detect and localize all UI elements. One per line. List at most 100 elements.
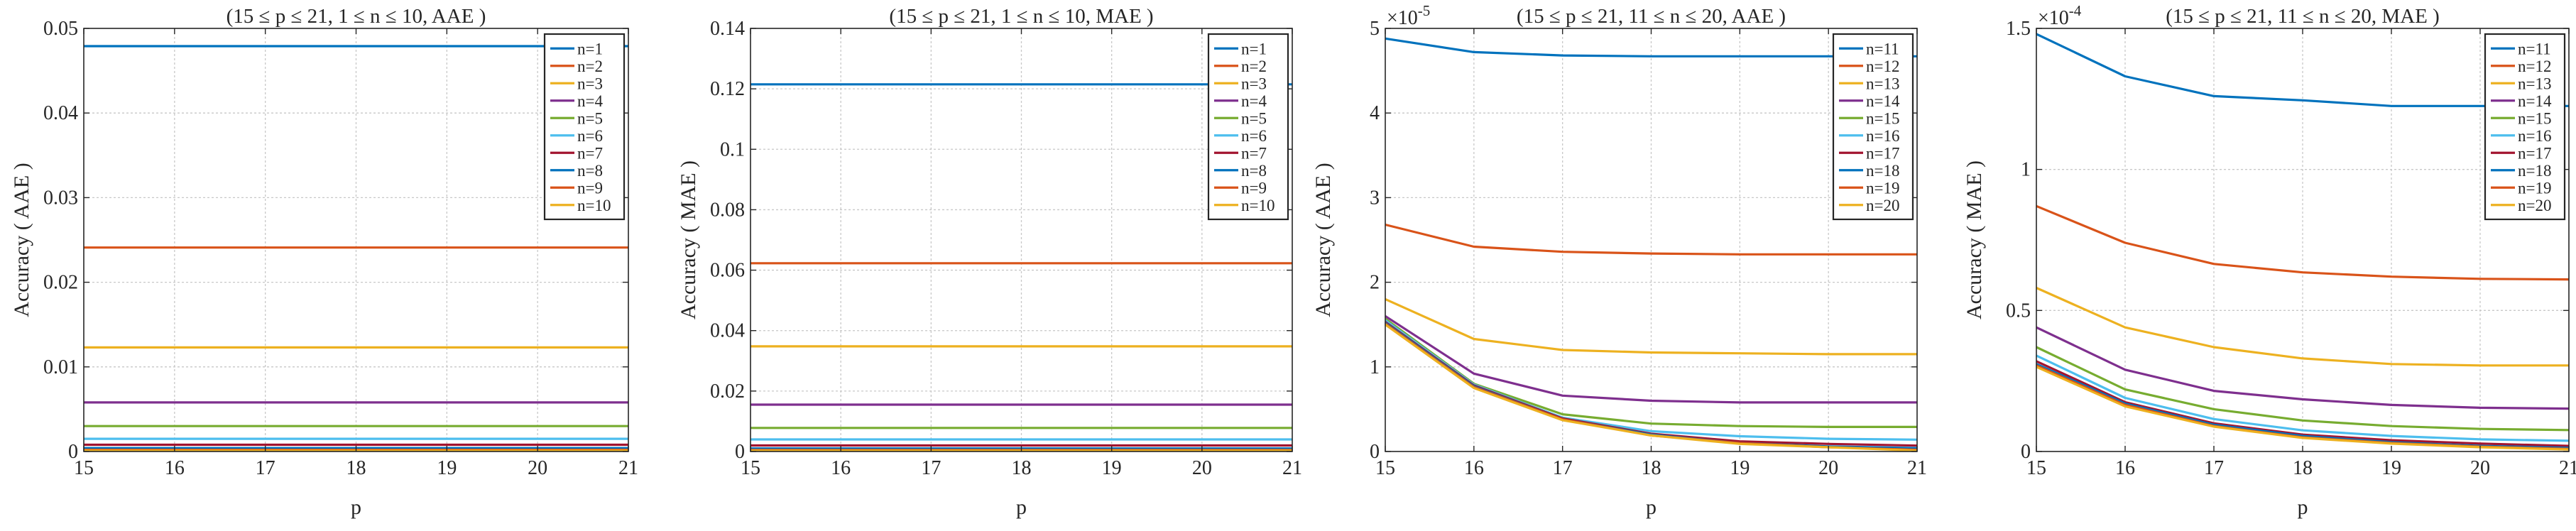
x-tick-label: 20 <box>1192 457 1212 479</box>
legend-label: n=20 <box>2518 197 2551 214</box>
series-line-n16 <box>2036 354 2570 442</box>
legend-label: n=1 <box>1241 40 1267 58</box>
y-tick-label: 0.01 <box>43 356 78 378</box>
x-tick-label: 17 <box>2204 457 2224 479</box>
y-tick-label: 0 <box>735 441 745 463</box>
y-tick-label: 0.1 <box>720 138 745 160</box>
x-tick-label: 19 <box>437 457 457 479</box>
legend-label: n=5 <box>577 109 603 127</box>
legend: n=1n=2n=3n=4n=5n=6n=7n=8n=9n=10 <box>543 33 626 221</box>
legend-label: n=1 <box>577 40 603 58</box>
y-exponent-label: ×10-5 <box>1387 2 1430 29</box>
x-tick-label: 20 <box>528 457 547 479</box>
legend: n=11n=12n=13n=14n=15n=16n=17n=18n=19n=20 <box>1832 33 1914 221</box>
legend-label: n=4 <box>1241 92 1267 110</box>
legend-label: n=16 <box>2518 127 2551 145</box>
legend-label: n=10 <box>577 197 611 214</box>
x-tick-label: 15 <box>2026 457 2046 479</box>
x-tick-label: 15 <box>741 457 760 479</box>
legend-label: n=8 <box>577 162 603 180</box>
legend: n=11n=12n=13n=14n=15n=16n=17n=18n=19n=20 <box>2484 33 2566 221</box>
series-line-n14 <box>1385 314 1917 404</box>
x-tick-label: 21 <box>2559 457 2576 479</box>
legend-label: n=5 <box>1241 109 1267 127</box>
y-axis-label: Accuracy ( MAE ) <box>677 160 700 319</box>
y-exponent-base: ×10 <box>1387 7 1418 29</box>
legend-label: n=11 <box>1866 40 1899 58</box>
series-line-n17 <box>2036 360 2570 447</box>
x-axis-label: p <box>1016 496 1027 519</box>
legend-label: n=9 <box>577 179 603 197</box>
x-tick-label: 17 <box>256 457 275 479</box>
chart-panel-aae-n1-10: 15 16 17 18 19 20 21 0 0.01 0.02 0.03 0.04 0.05 (15 ≤… <box>10 5 638 519</box>
y-axis-label: Accuracy ( AAE ) <box>1311 163 1335 317</box>
series-line-n11 <box>1385 37 1917 58</box>
x-tick-label: 17 <box>1553 457 1573 479</box>
x-axis-label: p <box>1646 496 1657 519</box>
x-tick-label: 18 <box>346 457 366 479</box>
legend-label: n=2 <box>1241 58 1267 75</box>
x-tick-label: 21 <box>1282 457 1302 479</box>
y-tick-label: 3 <box>1370 187 1380 209</box>
x-tick-label: 15 <box>1375 457 1395 479</box>
y-tick-label: 1.5 <box>2006 18 2031 40</box>
plot-area <box>84 28 628 451</box>
y-tick-label: 0 <box>2021 441 2031 463</box>
legend-label: n=16 <box>1866 127 1899 145</box>
y-tick-label: 0.5 <box>2006 300 2031 322</box>
series-line-n12 <box>1385 223 1917 256</box>
y-tick-label: 0.06 <box>710 260 745 282</box>
chart-title: (15 ≤ p ≤ 21, 11 ≤ n ≤ 20, MAE ) <box>2166 5 2440 28</box>
legend-label: n=14 <box>2518 92 2552 110</box>
legend-label: n=10 <box>1241 197 1275 214</box>
x-tick-label: 18 <box>1012 457 1032 479</box>
legend-label: n=6 <box>1241 127 1267 145</box>
legend: n=1n=2n=3n=4n=5n=6n=7n=8n=9n=10 <box>1207 33 1289 221</box>
legend-label: n=6 <box>577 127 603 145</box>
y-tick-label: 0.03 <box>43 187 78 209</box>
x-axis-label: p <box>2298 496 2308 519</box>
legend-label: n=7 <box>577 144 603 162</box>
x-tick-label: 15 <box>74 457 94 479</box>
x-tick-label: 20 <box>2470 457 2490 479</box>
legend-label: n=12 <box>2518 58 2551 75</box>
y-exponent-label: ×10-4 <box>2038 2 2082 29</box>
legend-label: n=13 <box>2518 75 2551 92</box>
legend-label: n=13 <box>1866 75 1899 92</box>
x-tick-label: 19 <box>1730 457 1750 479</box>
y-axis-label: Accuracy ( MAE ) <box>1963 160 1986 319</box>
x-tick-label: 18 <box>1642 457 1661 479</box>
legend-label: n=2 <box>577 58 603 75</box>
legend-label: n=11 <box>2518 40 2551 58</box>
legend-label: n=14 <box>1866 92 1900 110</box>
y-tick-label: 1 <box>1370 356 1380 378</box>
y-tick-label: 0.12 <box>710 78 745 100</box>
legend-label: n=17 <box>1866 144 1899 162</box>
plot-area <box>1385 28 1917 451</box>
legend-label: n=7 <box>1241 144 1267 162</box>
series-line-n13 <box>2036 287 2569 367</box>
y-tick-label: 2 <box>1370 272 1380 294</box>
chart-title: (15 ≤ p ≤ 21, 1 ≤ n ≤ 10, MAE ) <box>889 5 1153 28</box>
x-tick-label: 21 <box>1907 457 1927 479</box>
y-axis-label: Accuracy ( AAE ) <box>10 163 33 317</box>
y-tick-label: 0.05 <box>43 18 78 40</box>
legend-label: n=19 <box>2518 179 2551 197</box>
y-tick-label: 0.08 <box>710 199 745 221</box>
x-tick-label: 20 <box>1818 457 1838 479</box>
y-exponent-base: ×10 <box>2038 7 2069 29</box>
y-tick-label: 0.02 <box>43 272 78 294</box>
x-axis-label: p <box>351 496 361 519</box>
y-tick-label: 0 <box>1370 441 1380 463</box>
legend-label: n=12 <box>1866 58 1899 75</box>
legend-label: n=8 <box>1241 162 1267 180</box>
x-tick-label: 16 <box>831 457 851 479</box>
chart-title: (15 ≤ p ≤ 21, 1 ≤ n ≤ 10, AAE ) <box>227 5 486 28</box>
legend-label: n=18 <box>2518 162 2551 180</box>
x-tick-label: 16 <box>2115 457 2135 479</box>
legend-label: n=15 <box>2518 109 2551 127</box>
plot-area <box>751 28 1292 451</box>
x-tick-label: 17 <box>921 457 941 479</box>
y-exponent-power: -4 <box>2069 2 2082 19</box>
